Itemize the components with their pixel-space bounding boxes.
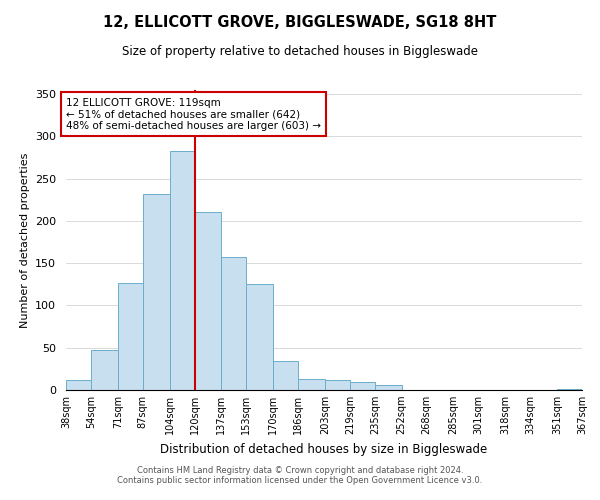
Bar bbox=[325, 380, 350, 390]
Text: 12 ELLICOTT GROVE: 119sqm
← 51% of detached houses are smaller (642)
48% of semi: 12 ELLICOTT GROVE: 119sqm ← 51% of detac… bbox=[66, 98, 321, 131]
Y-axis label: Number of detached properties: Number of detached properties bbox=[20, 152, 29, 328]
Text: 12, ELLICOTT GROVE, BIGGLESWADE, SG18 8HT: 12, ELLICOTT GROVE, BIGGLESWADE, SG18 8H… bbox=[103, 15, 497, 30]
Bar bbox=[143, 194, 170, 390]
Bar bbox=[350, 382, 375, 390]
Bar bbox=[298, 379, 325, 390]
Bar bbox=[273, 362, 298, 390]
Bar bbox=[170, 151, 194, 390]
Text: Contains HM Land Registry data © Crown copyright and database right 2024.
Contai: Contains HM Land Registry data © Crown c… bbox=[118, 466, 482, 485]
Bar bbox=[557, 389, 582, 390]
Bar bbox=[66, 380, 91, 390]
Bar bbox=[375, 385, 401, 390]
X-axis label: Distribution of detached houses by size in Biggleswade: Distribution of detached houses by size … bbox=[160, 442, 488, 456]
Bar bbox=[194, 212, 221, 390]
Text: Size of property relative to detached houses in Biggleswade: Size of property relative to detached ho… bbox=[122, 45, 478, 58]
Bar bbox=[91, 350, 118, 390]
Bar bbox=[118, 282, 143, 390]
Bar bbox=[247, 284, 273, 390]
Bar bbox=[221, 258, 247, 390]
